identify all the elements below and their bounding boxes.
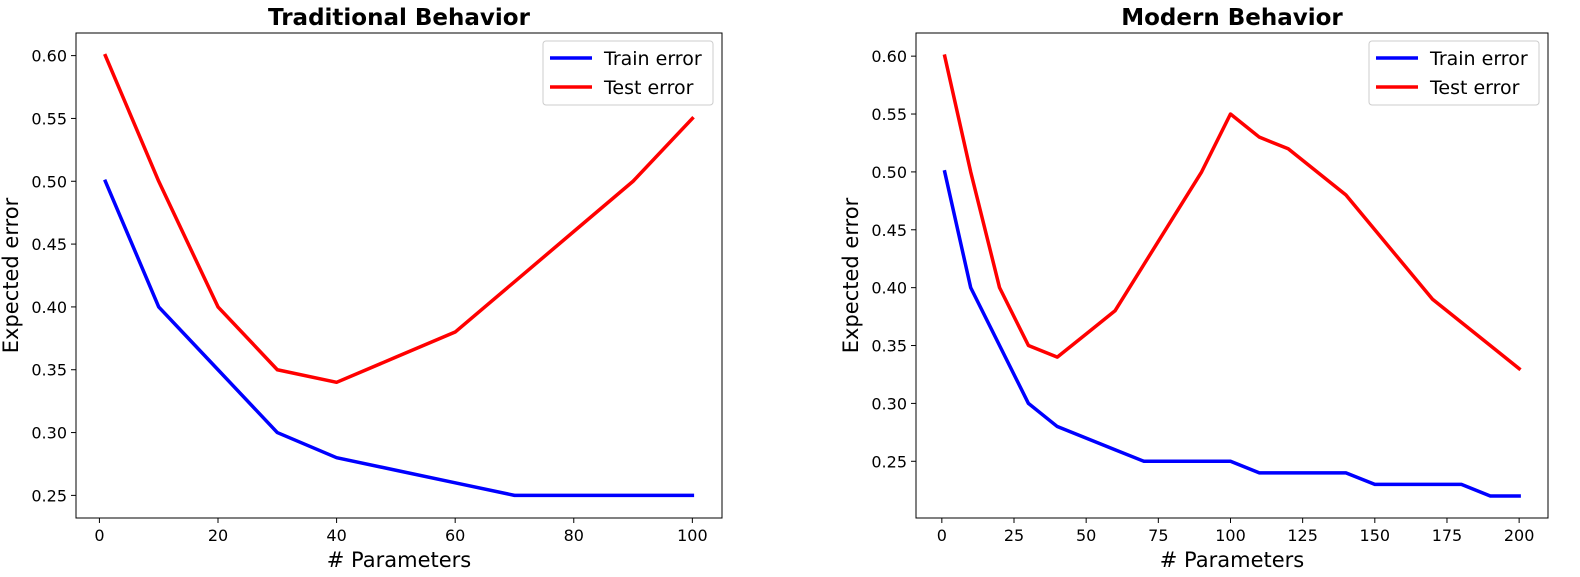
- series-line-train-error: [942, 169, 1521, 498]
- x-tick-label: 50: [1076, 526, 1096, 545]
- y-tick-label: 0.35: [31, 361, 67, 380]
- y-tick-label: 0.55: [31, 109, 67, 128]
- x-axis-label: # Parameters: [327, 548, 471, 572]
- y-tick-label: 0.35: [871, 337, 907, 356]
- x-tick-label: 150: [1360, 526, 1391, 545]
- y-tick-label: 0.60: [871, 47, 907, 66]
- chart-modern-ticks: 0 25 50 75 100 125 150 175 200 0.25 0.30 0.35 0.40 0.…: [871, 47, 1534, 545]
- chart-modern-marks: [942, 54, 1522, 498]
- chart-traditional-marks: [103, 53, 695, 498]
- chart-traditional-ticks: 0 20 40 60 80 100 0.25 0.30 0.35 0.40 0.45 0.50 0.55…: [31, 47, 707, 545]
- chart-traditional-frame: [75, 32, 723, 519]
- x-tick-label: 200: [1504, 526, 1535, 545]
- x-tick-label: 60: [445, 526, 465, 545]
- x-tick-label: 125: [1287, 526, 1318, 545]
- y-tick-label: 0.50: [871, 163, 907, 182]
- chart-legend: Train error Test error: [542, 40, 714, 106]
- y-tick-label: 0.25: [871, 452, 907, 471]
- x-tick-label: 40: [326, 526, 346, 545]
- y-axis-label: Expected error: [0, 197, 23, 353]
- y-tick-label: 0.50: [31, 172, 67, 191]
- y-tick-label: 0.25: [31, 486, 67, 505]
- legend-label: Train error: [1429, 48, 1528, 70]
- chart-modern: 0 25 50 75 100 125 150 175 200 0.25 0.30 0.35 0.40 0.…: [839, 5, 1549, 572]
- x-tick-label: 100: [1215, 526, 1246, 545]
- legend-label: Test error: [603, 77, 694, 99]
- x-tick-label: 100: [677, 526, 708, 545]
- y-tick-label: 0.40: [871, 279, 907, 298]
- y-tick-label: 0.45: [31, 235, 67, 254]
- series-line-train-error: [103, 178, 695, 498]
- x-tick-label: 80: [564, 526, 584, 545]
- y-tick-label: 0.40: [31, 298, 67, 317]
- series-line-test-error: [103, 53, 695, 385]
- series-line-test-error: [942, 54, 1522, 372]
- x-tick-label: 175: [1432, 526, 1463, 545]
- chart-legend: Train error Test error: [1368, 40, 1540, 106]
- y-tick-label: 0.55: [871, 105, 907, 124]
- y-tick-label: 0.45: [871, 221, 907, 240]
- y-axis-label: Expected error: [839, 197, 863, 353]
- y-tick-label: 0.30: [31, 424, 67, 443]
- x-tick-label: 0: [937, 526, 947, 545]
- y-tick-label: 0.60: [31, 47, 67, 66]
- y-tick-label: 0.30: [871, 394, 907, 413]
- x-axis-label: # Parameters: [1160, 548, 1304, 572]
- x-tick-label: 25: [1004, 526, 1024, 545]
- legend-label: Test error: [1429, 77, 1520, 99]
- legend-label: Train error: [603, 48, 702, 70]
- x-tick-label: 0: [94, 526, 104, 545]
- x-tick-label: 20: [208, 526, 228, 545]
- chart-traditional: 0 20 40 60 80 100 0.25 0.30 0.35 0.40 0.45 0.50 0.55…: [0, 5, 723, 572]
- chart-modern-frame: [915, 32, 1549, 519]
- chart-title: Modern Behavior: [1121, 5, 1343, 31]
- x-tick-label: 75: [1148, 526, 1168, 545]
- chart-title: Traditional Behavior: [268, 5, 531, 31]
